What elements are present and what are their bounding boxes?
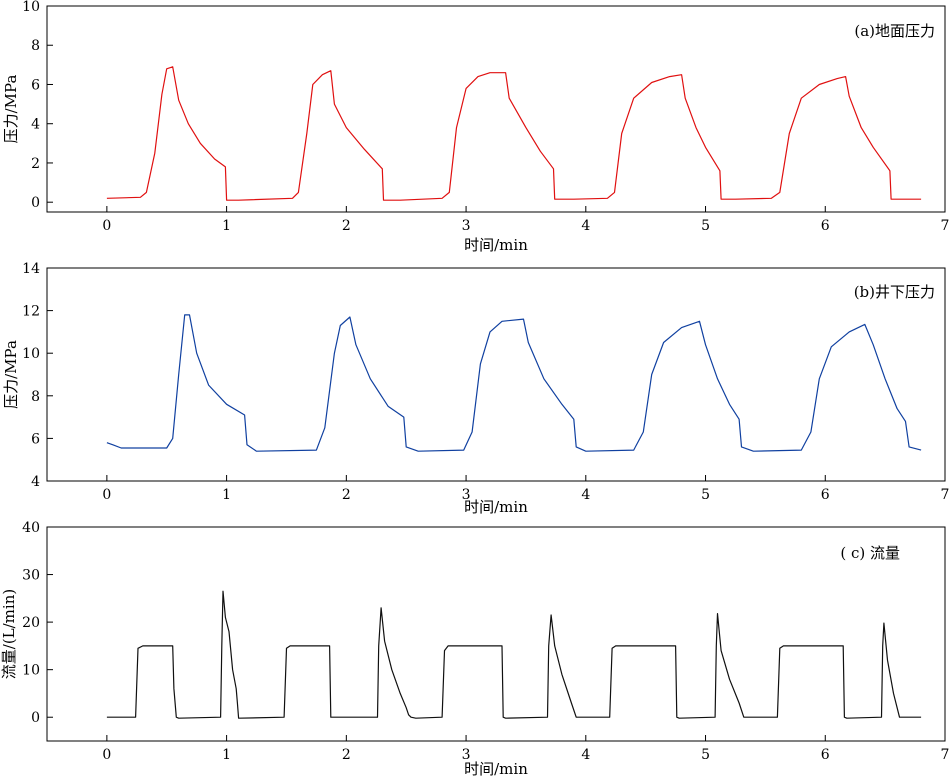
panel-2-x-tick-label: 2 xyxy=(342,487,351,503)
panel-1-y-tick-label: 4 xyxy=(31,117,40,133)
panel-1-y-tick-label: 0 xyxy=(31,195,40,211)
panel-1-y-tick-label: 2 xyxy=(31,156,40,172)
panel-1-x-tick-label: 7 xyxy=(941,218,950,234)
panel-3-y-tick-label: 10 xyxy=(22,663,40,679)
panel-2-x-axis-label: 时间/min xyxy=(464,498,528,516)
panel-2-title: (b)井下压力 xyxy=(854,283,935,301)
panel-1-x-tick-label: 3 xyxy=(462,218,471,234)
panel-2-series-line-1 xyxy=(106,314,922,452)
panel-2-x-tick-label: 3 xyxy=(462,487,471,503)
panel-3-frame xyxy=(46,526,946,742)
panel-2-x-tick-label: 5 xyxy=(701,487,710,503)
panel-3-x-tick-label: 5 xyxy=(701,747,710,763)
panel-1-x-tick-label: 5 xyxy=(701,218,710,234)
panel-2-x-tick-label: 1 xyxy=(222,487,231,503)
panel-1-y-axis-label: 压力/MPa xyxy=(2,75,20,144)
panel-2-x-tick-label: 4 xyxy=(581,487,590,503)
panel-2-y-tick-label: 12 xyxy=(22,304,40,320)
panel-3-y-tick-label: 40 xyxy=(22,520,40,536)
panel-2-y-tick-label: 4 xyxy=(31,474,40,490)
panel-3: 0 1 2 3 4 5 6 7 0 10 20 30 40 时间/min 流量/(L/min) ( c) 流量 xyxy=(0,520,949,778)
panel-3-x-tick-label: 1 xyxy=(222,747,231,763)
panel-1-x-tick-label: 1 xyxy=(222,218,231,234)
panel-3-y-tick-label: 20 xyxy=(22,615,40,631)
panel-3-x-tick-label: 0 xyxy=(102,747,111,763)
panel-3-title: ( c) 流量 xyxy=(840,544,900,562)
panel-2-y-tick-label: 8 xyxy=(31,389,40,405)
panel-2-x-tick-label: 6 xyxy=(821,487,830,503)
panel-1-x-tick-label: 2 xyxy=(342,218,351,234)
panel-2-y-axis-label: 压力/MPa xyxy=(2,340,20,409)
panel-1-x-tick-label: 6 xyxy=(821,218,830,234)
panel-1-x-tick-label: 4 xyxy=(581,218,590,234)
panel-2-y-tick-label: 6 xyxy=(31,431,40,447)
panel-3-y-tick-label: 30 xyxy=(22,568,40,584)
panel-3-x-tick-label: 7 xyxy=(941,747,950,763)
panel-1-frame xyxy=(46,5,946,213)
panel-2-y-tick-label: 10 xyxy=(22,346,40,362)
panel-2-y-tick-label: 14 xyxy=(22,261,40,277)
panel-3-x-tick-label: 2 xyxy=(342,747,351,763)
panel-3-x-axis-label: 时间/min xyxy=(464,760,528,778)
panel-1-x-axis-label: 时间/min xyxy=(464,236,528,254)
panel-3-y-tick-label: 0 xyxy=(31,710,40,726)
panel-2-frame xyxy=(46,267,946,482)
panel-1-y-tick-label: 8 xyxy=(31,38,40,54)
panel-1-series-line-1 xyxy=(106,66,922,201)
panel-1-y-tick-label: 10 xyxy=(22,0,40,15)
panel-1-y-tick-label: 6 xyxy=(31,77,40,93)
panel-3-x-tick-label: 6 xyxy=(821,747,830,763)
panel-3-x-tick-label: 3 xyxy=(462,747,471,763)
panel-3-x-tick-label: 4 xyxy=(581,747,590,763)
panel-1-x-tick-label: 0 xyxy=(102,218,111,234)
panel-3-series-line-1 xyxy=(106,590,922,719)
panel-1: 0 1 2 3 4 5 6 7 0 2 4 6 8 10 时间/min 压力/MPa (a)地面压力 xyxy=(2,0,949,254)
panel-2-x-tick-label: 0 xyxy=(102,487,111,503)
panel-1-title: (a)地面压力 xyxy=(854,22,935,40)
panel-3-y-axis-label: 流量/(L/min) xyxy=(0,589,18,679)
panel-2-x-tick-label: 7 xyxy=(941,487,950,503)
